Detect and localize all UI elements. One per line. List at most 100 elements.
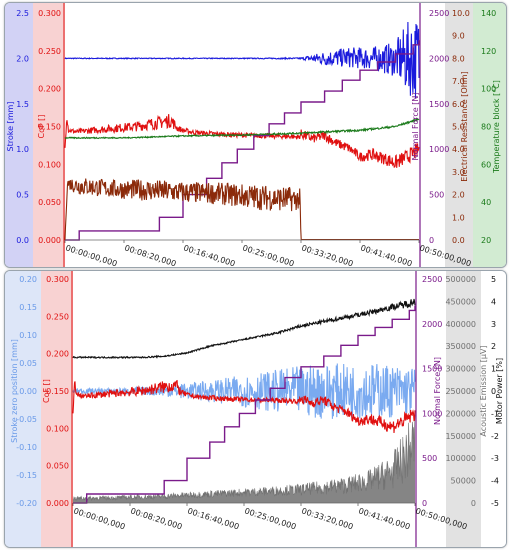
tick-label-cof-0-100: 0.100	[46, 424, 69, 433]
tick-label-resistance-3-0: 3.0	[452, 168, 465, 177]
tick-label-resistance-5-0: 5.0	[452, 123, 465, 132]
tick-label-motor-5: -5	[491, 499, 499, 508]
tick-label-stroke-1-5: 1.5	[16, 100, 29, 109]
tick-label-cof-0-300: 0.300	[38, 9, 61, 18]
tick-label-motor-4: 4	[491, 297, 496, 306]
tick-label-ae-350000: 350000	[445, 342, 476, 351]
tick-label-force-2500: 2500	[429, 9, 449, 18]
chart-bottom-svg: -0.20 -0.15 -0.10 -0.05 0.00 0.05 0.10 0.15 0.20…	[5, 271, 506, 547]
tick-label-force-2500: 2500	[422, 275, 442, 284]
tick-label-temperature-140: 140	[481, 9, 496, 18]
tick-label-stroke-2-0: 2.0	[16, 54, 29, 63]
series-resistance-line	[64, 178, 419, 241]
tick-label-cof-0-150: 0.150	[38, 123, 61, 132]
series-force-line	[73, 305, 416, 504]
axis-label-strokezero: Stroke zero position [mm]	[10, 339, 19, 443]
tick-label-stroke-2-5: 2.5	[16, 9, 29, 18]
series-cof-line	[72, 379, 416, 434]
tick-label-motor-4: -4	[491, 477, 499, 486]
tick-label-cof-0-200: 0.200	[38, 85, 61, 94]
tick-label-cof-0-050: 0.050	[46, 462, 69, 471]
tick-label-temperature-120: 120	[481, 47, 496, 56]
tick-label-force-500: 500	[429, 191, 444, 200]
tick-label-strokezero-0-20: -0.20	[16, 499, 37, 508]
axis-band-force	[417, 271, 446, 547]
tick-label-motor-2: -2	[491, 432, 499, 441]
axis-label-ae: Acoustic Emission [µV]	[479, 345, 488, 436]
tick-label-resistance-10-0: 10.0	[452, 9, 470, 18]
axis-label-force: Normal Force [N]	[433, 357, 442, 425]
tick-label-motor-1: 1	[491, 365, 496, 374]
tick-label-force-500: 500	[422, 454, 437, 463]
series-motor-line	[72, 298, 416, 360]
tick-label-motor-1: -1	[491, 409, 499, 418]
tick-label-strokezero-0-20: 0.20	[19, 275, 37, 284]
axis-label-cof: CoF []	[42, 379, 51, 403]
tick-label-temperature-60: 60	[481, 160, 491, 169]
tick-label-temperature-80: 80	[481, 123, 491, 132]
tick-label-cof-0-200: 0.200	[46, 350, 69, 359]
tick-label-cof-0-000: 0.000	[38, 236, 61, 245]
tick-label-motor-5: 5	[491, 275, 496, 284]
chart-panel-bottom: -0.20 -0.15 -0.10 -0.05 0.00 0.05 0.10 0.15 0.20…	[4, 270, 507, 548]
axis-band-stroke	[5, 3, 33, 267]
tick-label-ae-500000: 500000	[445, 275, 476, 284]
tick-label-ae-50000: 50000	[451, 477, 476, 486]
tick-label-motor-2: 2	[491, 342, 496, 351]
tick-label-force-2000: 2000	[429, 54, 449, 63]
axis-band-resistance	[445, 3, 473, 267]
tick-label-ae-150000: 150000	[445, 432, 476, 441]
tick-label-cof-0-100: 0.100	[38, 160, 61, 169]
tick-label-ae-300000: 300000	[445, 365, 476, 374]
axis-band-motor	[481, 271, 506, 547]
tick-label-resistance-0-0: 0.0	[452, 236, 465, 245]
series-stroke-line	[64, 21, 420, 99]
series-temperature-line	[64, 117, 420, 140]
axis-label-resistance: Electrical Resistance [Ohm]	[460, 71, 469, 181]
series-ae-area	[73, 414, 415, 503]
tick-label-ae-250000: 250000	[445, 387, 476, 396]
tick-label-resistance-8-0: 8.0	[452, 54, 465, 63]
tick-label-resistance-1-0: 1.0	[452, 213, 465, 222]
tick-label-cof-0-300: 0.300	[46, 275, 69, 284]
tick-label-ae-0: 0	[471, 499, 476, 508]
axis-label-cof: CoF []	[37, 115, 46, 139]
series-cof-line	[64, 114, 420, 168]
tick-label-stroke-0-5: 0.5	[16, 191, 29, 200]
tick-label-force-1500: 1500	[429, 100, 449, 109]
axis-label-motor: Motor Power [%]	[495, 358, 504, 424]
tick-label-ae-100000: 100000	[445, 454, 476, 463]
tick-label-strokezero-0-15: -0.15	[16, 471, 37, 480]
tick-label-resistance-6-0: 6.0	[452, 100, 465, 109]
axis-band-force	[421, 3, 445, 267]
tick-label-strokezero-0-00: 0.00	[19, 387, 37, 396]
tick-label-strokezero-0-05: 0.05	[19, 359, 37, 368]
tick-label-cof-0-000: 0.000	[46, 499, 69, 508]
axis-band-cof	[41, 271, 71, 547]
tick-label-strokezero-0-15: 0.15	[19, 303, 37, 312]
series-ae-line	[72, 414, 416, 502]
tick-label-cof-0-250: 0.250	[46, 312, 69, 321]
tick-label-strokezero-0-10: 0.10	[19, 331, 37, 340]
tick-label-cof-0-150: 0.150	[46, 387, 69, 396]
tick-label-resistance-2-0: 2.0	[452, 191, 465, 200]
tick-label-resistance-7-0: 7.0	[452, 77, 465, 86]
tick-label-strokezero-0-05: -0.05	[16, 415, 37, 424]
tick-label-ae-450000: 450000	[445, 297, 476, 306]
tick-label-temperature-20: 20	[481, 236, 491, 245]
axis-label-force: Normal Force [N]	[411, 93, 420, 161]
tick-label-motor-3: 3	[491, 320, 496, 329]
axis-band-strokezero	[5, 271, 41, 547]
tick-label-ae-200000: 200000	[445, 409, 476, 418]
tick-label-resistance-9-0: 9.0	[452, 32, 465, 41]
tick-label-force-0: 0	[422, 499, 427, 508]
tick-label-temperature-100: 100	[481, 85, 496, 94]
axis-band-temperature	[473, 3, 506, 267]
tick-label-resistance-4-0: 4.0	[452, 145, 465, 154]
tick-label-motor-0: 0	[491, 387, 496, 396]
axis-label-stroke: Stroke [mm]	[6, 102, 15, 152]
tick-label-ae-400000: 400000	[445, 320, 476, 329]
tick-label-force-0: 0	[429, 236, 434, 245]
tick-label-strokezero-0-10: -0.10	[16, 443, 37, 452]
